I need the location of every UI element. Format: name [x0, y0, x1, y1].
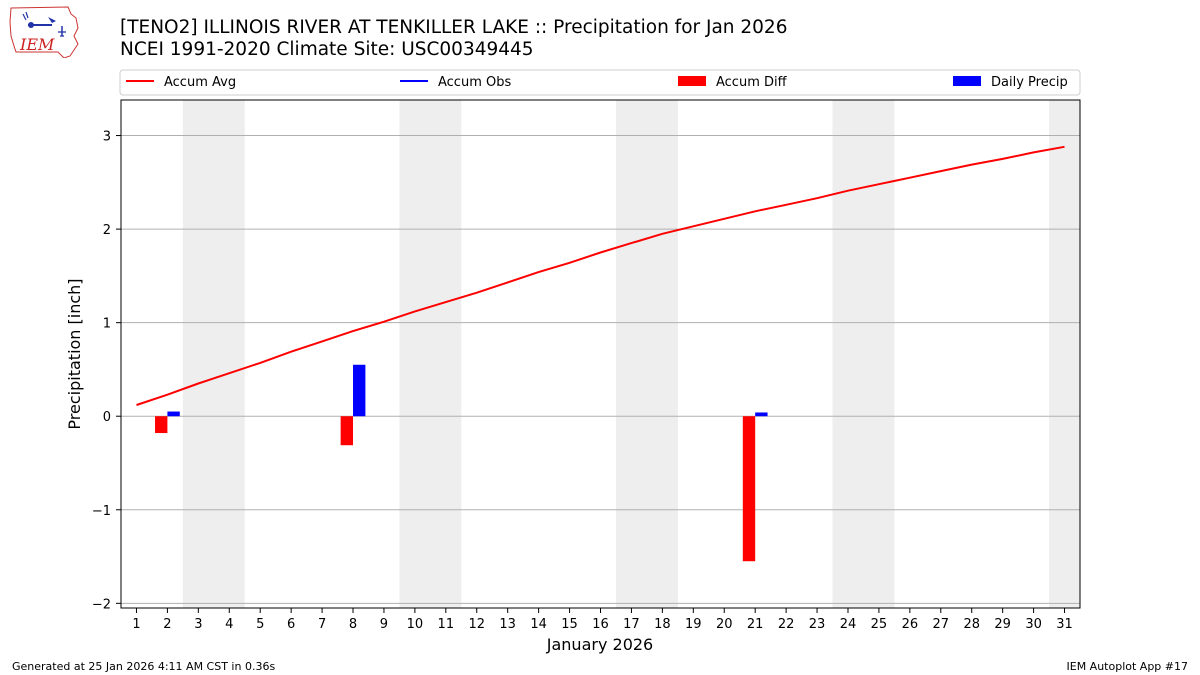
x-tick-label: 11: [438, 617, 455, 632]
legend-label: Accum Diff: [716, 75, 788, 90]
x-tick-label: 24: [840, 617, 857, 632]
x-tick-label: 16: [592, 617, 609, 632]
x-tick-label: 14: [530, 617, 547, 632]
bar-daily-precip: [353, 364, 366, 417]
y-tick-label: 1: [103, 317, 111, 332]
x-tick-label: 26: [902, 617, 919, 632]
legend-label: Accum Avg: [164, 75, 236, 90]
x-tick-label: 8: [349, 617, 357, 632]
y-tick-label: −1: [92, 504, 111, 519]
x-tick-label: 23: [809, 617, 826, 632]
horizontal-gridlines: [121, 135, 1080, 604]
x-axis: 1 2 3 4 5 6 7 8 9 10 11 12 13 14 15 16 17 18 19 20 21 22 23 24 2…: [132, 608, 1073, 632]
legend-frame: [119, 69, 1081, 96]
x-tick-label: 20: [716, 617, 733, 632]
y-tick-label: 2: [103, 223, 111, 238]
y-tick-label: −2: [92, 597, 111, 612]
legend-label: Accum Obs: [438, 75, 511, 90]
x-tick-label: 7: [318, 617, 326, 632]
bar-accum-diff: [742, 416, 756, 562]
x-tick-label: 12: [468, 617, 485, 632]
bar-accum-diff: [340, 416, 354, 446]
x-tick-label: 25: [871, 617, 888, 632]
x-tick-label: 1: [132, 617, 140, 632]
x-tick-label: 17: [623, 617, 640, 632]
weekend-band: [399, 100, 462, 608]
x-tick-label: 15: [561, 617, 578, 632]
legend-swatch: [953, 76, 981, 86]
x-tick-label: 4: [225, 617, 233, 632]
x-tick-label: 21: [747, 617, 764, 632]
line-accum-avg: [136, 145, 1065, 406]
x-tick-label: 30: [1025, 617, 1042, 632]
bar-accum-diff: [155, 416, 168, 434]
weekend-shading: [182, 100, 1080, 608]
x-tick-label: 29: [994, 617, 1011, 632]
chart-title: [TENO2] ILLINOIS RIVER AT TENKILLER LAKE…: [120, 17, 788, 38]
weekend-band: [1049, 100, 1080, 608]
weekend-band: [615, 100, 678, 608]
x-tick-label: 13: [499, 617, 516, 632]
bar-daily-precip: [755, 412, 768, 417]
x-tick-label: 3: [194, 617, 202, 632]
generated-note: Generated at 25 Jan 2026 4:11 AM CST in …: [12, 660, 276, 673]
weekend-band: [182, 100, 245, 608]
x-tick-label: 18: [654, 617, 671, 632]
legend: Accum Avg Accum Obs Accum Diff Daily Precip: [119, 69, 1081, 96]
x-tick-label: 9: [380, 617, 388, 632]
chart-subtitle: NCEI 1991-2020 Climate Site: USC00349445: [120, 39, 534, 60]
x-tick-label: 28: [963, 617, 980, 632]
bars: [155, 364, 768, 562]
y-tick-label: 0: [103, 410, 111, 425]
x-axis-label: January 2026: [546, 635, 653, 654]
x-tick-label: 5: [256, 617, 264, 632]
x-tick-label: 27: [933, 617, 950, 632]
x-tick-label: 2: [163, 617, 171, 632]
x-tick-label: 10: [407, 617, 424, 632]
y-tick-label: 3: [103, 130, 111, 145]
legend-swatch: [678, 76, 706, 86]
iem-logo: IEM: [9, 6, 79, 58]
weekend-band: [832, 100, 895, 608]
y-axis: −2 −1 0 1 2 3: [92, 130, 121, 612]
y-axis-label: Precipitation [inch]: [65, 278, 84, 429]
x-tick-label: 6: [287, 617, 295, 632]
x-tick-label: 19: [685, 617, 702, 632]
plot-frame: [120, 99, 1081, 609]
bar-daily-precip: [167, 411, 180, 417]
x-tick-label: 22: [778, 617, 795, 632]
lines: [136, 145, 1065, 406]
app-label: IEM Autoplot App #17: [1066, 660, 1189, 673]
logo-text: IEM: [19, 35, 55, 54]
legend-label: Daily Precip: [991, 75, 1068, 90]
x-tick-label: 31: [1056, 617, 1073, 632]
